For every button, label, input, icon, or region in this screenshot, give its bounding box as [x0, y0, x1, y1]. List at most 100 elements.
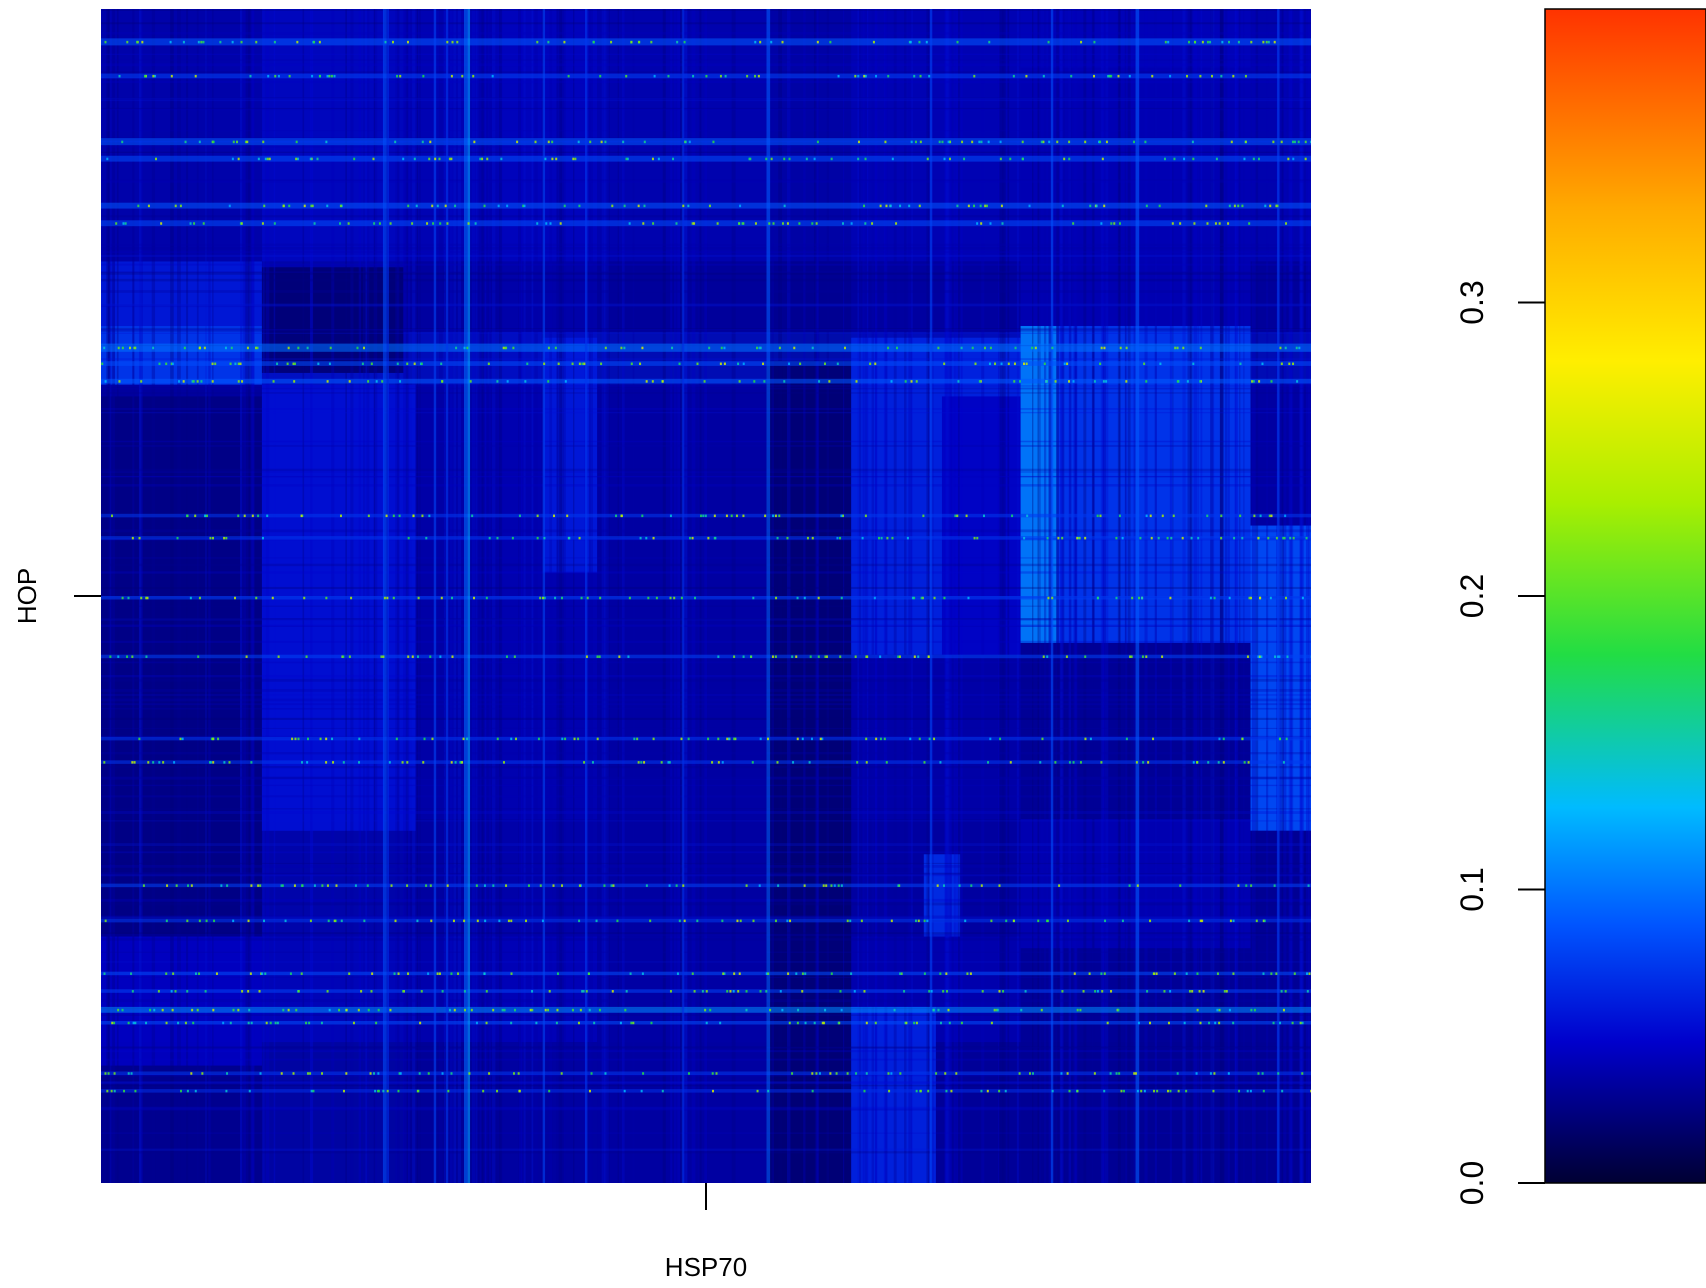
- heatmap-bright-cell: [1227, 222, 1230, 225]
- heatmap-bright-cell: [1250, 884, 1253, 887]
- heatmap-row-streak: [101, 1046, 1311, 1049]
- heatmap-row-streak: [101, 1058, 1311, 1061]
- heatmap-bright-cell: [1176, 1072, 1179, 1075]
- heatmap-bright-cell: [770, 40, 773, 44]
- heatmap-bright-cell: [762, 362, 765, 366]
- heatmap-bright-cell: [738, 380, 741, 383]
- heatmap-bright-cell: [592, 40, 595, 44]
- heatmap-bright-cell: [145, 655, 148, 658]
- heatmap-bright-cell: [1216, 1008, 1219, 1012]
- heatmap-bright-cell: [1250, 40, 1253, 44]
- heatmap-bright-cell: [1262, 1089, 1265, 1093]
- heatmap-bright-cell: [1260, 655, 1263, 658]
- heatmap-bright-cell: [937, 346, 940, 350]
- heatmap-bright-cell: [759, 346, 762, 350]
- heatmap-bright-cell: [918, 204, 921, 208]
- heatmap-bright-cell: [152, 346, 155, 350]
- heatmap-bright-cell: [1296, 380, 1299, 383]
- heatmap-row-band: [101, 1071, 1311, 1075]
- heatmap-bright-cell: [541, 596, 544, 600]
- heatmap-bright-cell: [198, 919, 201, 923]
- heatmap-bright-cell: [927, 655, 930, 658]
- heatmap-bright-cell: [554, 346, 557, 350]
- heatmap-row-streak: [101, 707, 1311, 710]
- heatmap-bright-cell: [303, 596, 306, 600]
- heatmap-bright-cell: [406, 362, 409, 366]
- heatmap-bright-cell: [407, 972, 410, 975]
- heatmap-bright-cell: [887, 74, 890, 78]
- heatmap-bright-cell: [277, 655, 280, 658]
- heatmap-bright-cell: [1196, 1008, 1199, 1012]
- heatmap-bright-cell: [380, 655, 383, 658]
- heatmap-bright-cell: [237, 362, 240, 366]
- heatmap-bright-cell: [474, 222, 477, 225]
- heatmap-bright-cell: [1093, 74, 1096, 78]
- heatmap-bright-cell: [1161, 514, 1164, 518]
- heatmap-bright-cell: [288, 74, 291, 78]
- heatmap-bright-cell: [841, 222, 844, 225]
- heatmap-bright-cell: [788, 1021, 791, 1025]
- heatmap-bright-cell: [552, 884, 555, 887]
- heatmap-bright-cell: [1066, 362, 1069, 366]
- heatmap-bright-cell: [273, 40, 276, 44]
- heatmap-row-streak: [101, 776, 1311, 780]
- heatmap-bright-cell: [419, 1021, 422, 1025]
- heatmap-bright-cell: [850, 222, 853, 225]
- heatmap-bright-cell: [142, 884, 145, 887]
- heatmap-bright-cell: [1274, 655, 1277, 658]
- heatmap-bright-cell: [840, 1008, 843, 1012]
- heatmap-row-streak: [101, 358, 1311, 361]
- heatmap-row-streak: [101, 328, 1311, 330]
- heatmap-bright-cell: [200, 40, 203, 44]
- heatmap-row-streak: [101, 471, 1311, 473]
- heatmap-bright-cell: [717, 761, 720, 764]
- heatmap-bright-cell: [300, 514, 303, 518]
- heatmap-bright-cell: [510, 972, 513, 975]
- heatmap-bright-cell: [303, 204, 306, 208]
- heatmap-bright-cell: [1096, 990, 1099, 993]
- heatmap-bright-cell: [861, 536, 864, 540]
- heatmap-bright-cell: [1241, 204, 1244, 208]
- heatmap-bright-cell: [240, 40, 243, 44]
- heatmap-bright-cell: [397, 972, 400, 975]
- heatmap-bright-cell: [181, 737, 184, 741]
- heatmap-bright-cell: [1292, 536, 1295, 540]
- heatmap-bright-cell: [958, 884, 961, 887]
- heatmap-bright-cell: [1272, 140, 1275, 144]
- heatmap-bright-cell: [413, 362, 416, 366]
- heatmap-bright-cell: [297, 737, 300, 741]
- heatmap-bright-cell: [504, 346, 507, 350]
- heatmap-row-band: [101, 1089, 1311, 1093]
- heatmap-bright-cell: [767, 737, 770, 741]
- heatmap-bright-cell: [248, 1089, 251, 1093]
- heatmap-bright-cell: [1237, 884, 1240, 887]
- heatmap-bright-cell: [822, 884, 825, 887]
- heatmap-column-band: [1050, 9, 1054, 1183]
- heatmap-bright-cell: [1196, 972, 1199, 975]
- heatmap-bright-cell: [241, 990, 244, 993]
- heatmap-bright-cell: [316, 157, 319, 161]
- heatmap-bright-cell: [1249, 596, 1252, 600]
- heatmap-bright-cell: [650, 1021, 653, 1025]
- heatmap-bright-cell: [469, 380, 472, 383]
- heatmap-column-band: [386, 9, 389, 1183]
- heatmap-bright-cell: [292, 1072, 295, 1075]
- heatmap-bright-cell: [806, 536, 809, 540]
- heatmap-bright-cell: [854, 74, 857, 78]
- heatmap-column-band: [585, 9, 588, 1183]
- heatmap-bright-cell: [531, 990, 534, 993]
- heatmap-bright-cell: [596, 655, 599, 658]
- heatmap-bright-cell: [165, 362, 168, 366]
- heatmap-bright-cell: [1095, 204, 1098, 208]
- heatmap-bright-cell: [1285, 222, 1288, 225]
- heatmap-bright-cell: [440, 596, 443, 600]
- heatmap-bright-cell: [551, 157, 554, 161]
- heatmap-bright-cell: [1275, 972, 1278, 975]
- heatmap-bright-cell: [131, 761, 134, 764]
- heatmap-bright-cell: [754, 40, 757, 44]
- heatmap-bright-cell: [874, 1021, 877, 1025]
- heatmap-bright-cell: [1068, 140, 1071, 144]
- heatmap-bright-cell: [935, 1072, 938, 1075]
- heatmap-bright-cell: [171, 1008, 174, 1012]
- heatmap-bright-cell: [453, 1008, 456, 1012]
